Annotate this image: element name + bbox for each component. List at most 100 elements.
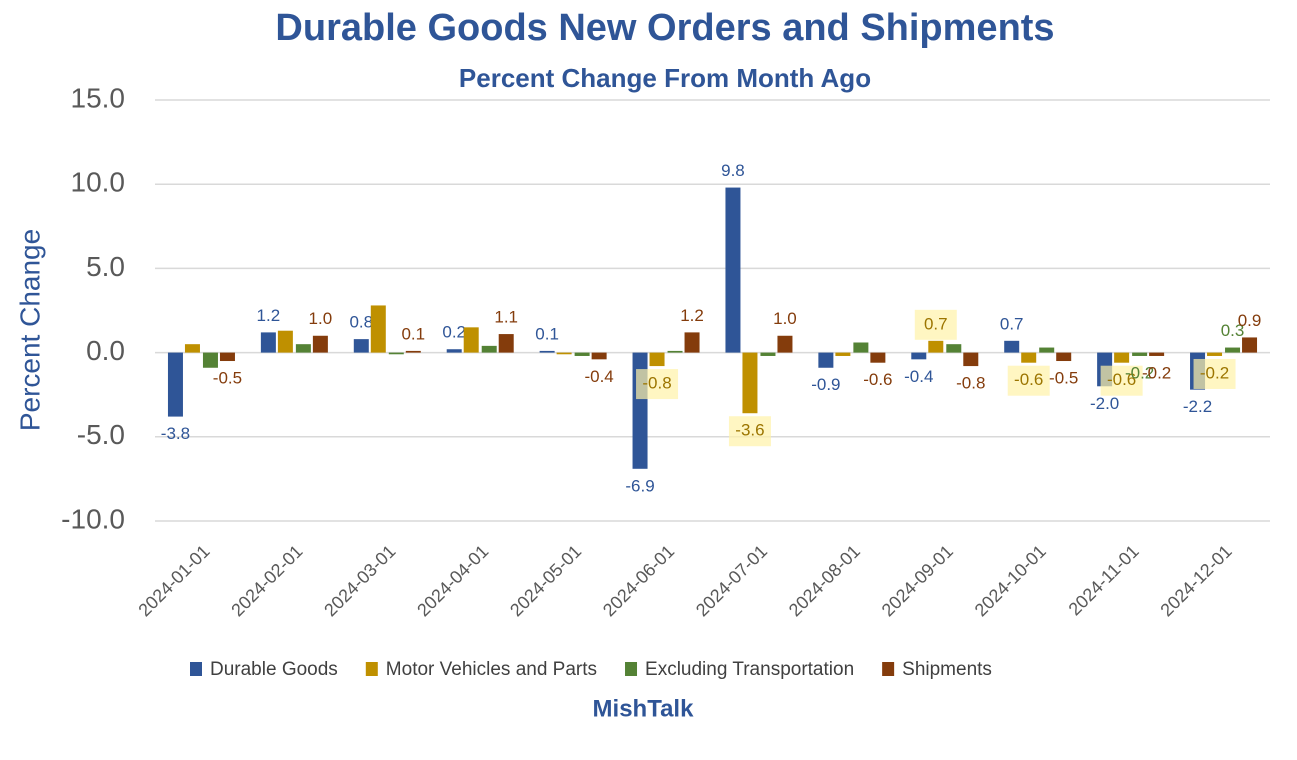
bar xyxy=(219,352,235,362)
data-label: -0.6 xyxy=(1107,370,1136,389)
bar xyxy=(202,352,218,368)
data-label: -0.5 xyxy=(1049,369,1078,388)
data-label: -0.2 xyxy=(1125,363,1154,382)
bar xyxy=(539,350,555,353)
data-label: 0.1 xyxy=(401,324,425,343)
y-tick-label: 10.0 xyxy=(71,167,126,198)
data-label: 1.1 xyxy=(494,308,518,327)
bar xyxy=(1132,352,1148,356)
label-highlight xyxy=(914,309,957,340)
x-tick-label: 2024-01-01 xyxy=(134,541,213,620)
data-label: 0.7 xyxy=(1000,314,1024,333)
bar xyxy=(167,352,183,417)
data-label: 0.7 xyxy=(924,314,948,333)
label-highlight xyxy=(728,416,771,447)
data-label: -3.6 xyxy=(735,421,764,440)
bar xyxy=(835,352,851,356)
data-label: 1.2 xyxy=(680,306,704,325)
x-tick-label: 2024-09-01 xyxy=(878,541,957,620)
data-label: -0.5 xyxy=(213,369,242,388)
y-tick-label: 5.0 xyxy=(86,251,125,282)
data-label: -0.6 xyxy=(1014,370,1043,389)
y-tick-label: 0.0 xyxy=(86,335,125,366)
data-label: -0.8 xyxy=(956,374,985,393)
bar xyxy=(277,330,293,353)
bar xyxy=(1225,347,1241,353)
data-label: -0.9 xyxy=(811,375,840,394)
bar xyxy=(649,352,665,367)
bar xyxy=(498,334,514,353)
x-tick-label: 2024-11-01 xyxy=(1065,541,1143,619)
bar xyxy=(1114,352,1130,363)
y-axis-label: Percent Change xyxy=(14,229,45,431)
x-tick-label: 2024-08-01 xyxy=(785,541,864,620)
bar xyxy=(591,352,607,360)
bar xyxy=(946,344,962,353)
legend-swatch xyxy=(190,662,202,676)
footer: MishTalk xyxy=(593,695,695,722)
legend-label: Excluding Transportation xyxy=(645,659,854,680)
bar xyxy=(870,352,886,363)
label-highlight xyxy=(1193,358,1236,389)
bar xyxy=(667,350,683,353)
bar xyxy=(1149,352,1165,356)
legend-label: Shipments xyxy=(902,659,992,680)
bar xyxy=(725,187,741,353)
bar xyxy=(963,352,979,367)
data-label: -0.6 xyxy=(863,370,892,389)
x-tick-label: 2024-03-01 xyxy=(320,541,399,620)
data-label: 1.2 xyxy=(257,306,281,325)
data-label: -0.4 xyxy=(584,367,613,386)
data-label: -2.2 xyxy=(1183,397,1212,416)
data-label: 0.3 xyxy=(1221,321,1245,340)
data-label: 0.9 xyxy=(1238,311,1262,330)
bar xyxy=(1056,352,1072,362)
y-tick-label: -5.0 xyxy=(77,419,125,450)
bar xyxy=(446,349,462,353)
bar xyxy=(684,332,700,353)
bar xyxy=(1039,347,1055,353)
x-tick-label: 2024-12-01 xyxy=(1156,541,1235,620)
bar xyxy=(853,342,869,353)
chart-subtitle: Percent Change From Month Ago xyxy=(459,63,871,93)
bar xyxy=(1004,340,1020,353)
data-label: -3.8 xyxy=(161,424,190,443)
bar xyxy=(405,350,421,353)
bar xyxy=(574,352,590,356)
data-label: -0.2 xyxy=(1142,363,1171,382)
bar xyxy=(1021,352,1037,363)
bar xyxy=(184,344,200,353)
bar xyxy=(556,352,572,355)
legend-swatch xyxy=(625,662,638,676)
bar xyxy=(760,352,776,356)
y-tick-label: 15.0 xyxy=(71,82,126,113)
bar xyxy=(295,344,311,353)
data-label: 1.0 xyxy=(309,309,333,328)
bar xyxy=(777,335,793,353)
data-label: -0.4 xyxy=(904,367,933,386)
bar xyxy=(1242,337,1258,353)
label-highlight xyxy=(1007,365,1050,396)
data-label: 1.0 xyxy=(773,309,797,328)
bar xyxy=(911,352,927,360)
x-tick-label: 2024-05-01 xyxy=(506,541,585,620)
bar xyxy=(312,335,328,353)
bar xyxy=(388,352,404,355)
x-tick-label: 2024-10-01 xyxy=(971,541,1050,620)
bar xyxy=(481,345,497,353)
x-tick-label: 2024-02-01 xyxy=(227,541,306,620)
legend-label: Motor Vehicles and Parts xyxy=(386,659,597,680)
data-label: 0.1 xyxy=(535,324,559,343)
legend-label: Durable Goods xyxy=(210,659,338,680)
bar xyxy=(353,339,369,353)
bar xyxy=(260,332,276,353)
data-label: 0.2 xyxy=(442,323,466,342)
chart-title: Durable Goods New Orders and Shipments xyxy=(275,7,1054,49)
bar xyxy=(1207,352,1223,356)
legend-swatch xyxy=(882,662,895,676)
bar xyxy=(370,305,386,353)
bar xyxy=(742,352,758,414)
data-label: -0.2 xyxy=(1200,363,1229,382)
data-label: -0.8 xyxy=(642,374,671,393)
